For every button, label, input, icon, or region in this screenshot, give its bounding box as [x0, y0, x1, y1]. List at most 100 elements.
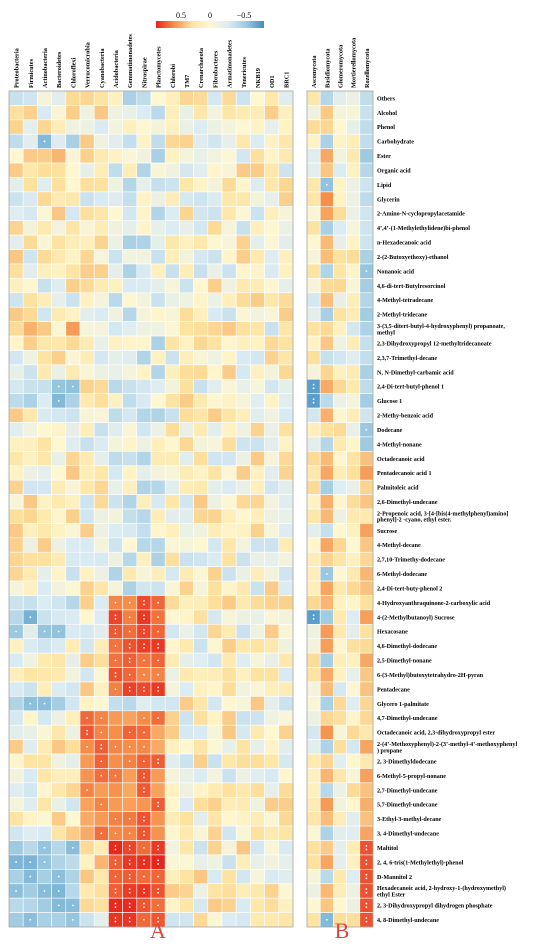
panel-a-cell: [93, 407, 109, 423]
panel-a-cell: [108, 551, 123, 567]
panel-a-cell: [37, 724, 52, 740]
panel-a-significance-mark: [128, 891, 131, 894]
panel-a-cell: [264, 378, 280, 394]
panel-a-cell: [221, 652, 237, 668]
panel-a-cell: [193, 897, 209, 913]
panel-a-cell: [37, 768, 52, 784]
panel-b-cell: [306, 90, 321, 106]
panel-a-cell: [79, 811, 95, 827]
panel-b-cell: [346, 696, 361, 712]
panel-a-cell: [93, 667, 109, 683]
panel-a-cell: [51, 652, 67, 668]
panel-a-cell: [51, 551, 67, 567]
panel-a-significance-mark: [128, 657, 131, 660]
panel-a-cell: [79, 263, 95, 279]
panel-b-cell: [359, 724, 374, 740]
panel-b-cell: [333, 638, 347, 654]
panel-a-significance-mark: [143, 599, 145, 602]
panel-a-cell: [51, 840, 67, 856]
panel-a-cell: [264, 681, 280, 697]
panel-b-cell: [333, 494, 347, 510]
panel-b-cell: [359, 681, 374, 697]
panel-a-cell: [8, 350, 24, 366]
panel-a-cell: [278, 595, 294, 611]
panel-a-cell: [51, 796, 67, 812]
panel-b-cell: [306, 234, 321, 250]
panel-a-cell: [51, 595, 67, 611]
panel-a-cell: [22, 393, 38, 409]
panel-b-cell: [319, 537, 334, 553]
panel-a-cell: [193, 782, 209, 798]
panel-b-cell: [359, 133, 374, 149]
panel-a-cell: [235, 206, 251, 222]
panel-a-cell: [136, 119, 152, 135]
panel-a-cell: [221, 782, 237, 798]
panel-a-cell: [79, 696, 95, 712]
panel-a-column-label: Cyanobacteria: [99, 48, 106, 88]
panel-a-cell: [193, 869, 209, 885]
panel-a-cell: [22, 523, 38, 539]
panel-a-cell: [250, 508, 265, 524]
panel-a-cell: [122, 537, 138, 553]
panel-b-cell: [306, 840, 321, 856]
panel-a-cell: [179, 321, 194, 337]
panel-a-cell: [37, 566, 52, 582]
panel-b-cell: [333, 335, 347, 351]
panel-a-cell: [22, 724, 38, 740]
panel-a-significance-mark: [57, 400, 60, 402]
panel-a-cell: [164, 407, 180, 423]
panel-a-cell: [108, 523, 123, 539]
row-label: 2-(4’-Methoxyphenyl)-2-(3’-methyl-4’-met…: [377, 741, 517, 754]
panel-a-cell: [278, 638, 294, 654]
panel-a-cell: [250, 494, 265, 510]
panel-a-cell: [221, 465, 237, 481]
panel-b-cell: [359, 595, 374, 611]
panel-a-cell: [179, 479, 194, 495]
panel-a-cell: [93, 393, 109, 409]
panel-a-cell: [8, 148, 24, 164]
panel-a-cell: [221, 696, 237, 712]
panel-a-cell: [250, 912, 265, 928]
row-label: 4,6-Dimethyl-dodecane: [377, 644, 437, 650]
panel-a-cell: [179, 537, 194, 553]
panel-a-cell: [250, 840, 265, 856]
panel-a-cell: [51, 523, 67, 539]
panel-a-cell: [136, 796, 152, 812]
panel-a-cell: [150, 220, 166, 236]
panel-a-cell: [250, 234, 265, 250]
panel-a-cell: [79, 451, 95, 467]
panel-b-cell: [346, 667, 361, 683]
panel-a-cell: [51, 724, 67, 740]
panel-a-cell: [51, 263, 67, 279]
panel-a-cell: [207, 624, 223, 640]
panel-a-cell: [8, 249, 24, 265]
panel-b-cell: [359, 292, 374, 308]
panel-b-cell: [359, 825, 374, 841]
panel-a-cell: [235, 162, 251, 178]
panel-a-cell: [150, 292, 166, 308]
panel-a-cell: [207, 465, 223, 481]
panel-b-cell: [306, 220, 321, 236]
panel-a-cell: [136, 177, 152, 193]
panel-a-cell: [65, 350, 81, 366]
panel-a-column-label: Crenarchaeota: [198, 47, 205, 88]
panel-a-cell: [250, 479, 265, 495]
row-label: 5,7-Dimethyl-undecane: [377, 803, 438, 809]
panel-b-cell: [333, 710, 347, 726]
panel-a-cell: [207, 551, 223, 567]
panel-a-cell: [250, 724, 265, 740]
row-label: Hexacosane: [377, 630, 408, 636]
panel-b-cell: [333, 796, 347, 812]
panel-a-cell: [235, 566, 251, 582]
panel-a-significance-mark: [57, 630, 60, 633]
panel-b-cell: [319, 407, 334, 423]
panel-a-cell: [136, 133, 152, 149]
panel-a-cell: [278, 739, 294, 755]
panel-a-column-label: OD1: [269, 75, 276, 88]
panel-b-cell: [333, 422, 347, 438]
panel-b-column-label: Rozellomycota: [364, 48, 371, 88]
panel-a-cell: [122, 292, 138, 308]
panel-a-cell: [37, 681, 52, 697]
panel-a-cell: [108, 306, 123, 322]
panel-a-cell: [65, 796, 81, 812]
